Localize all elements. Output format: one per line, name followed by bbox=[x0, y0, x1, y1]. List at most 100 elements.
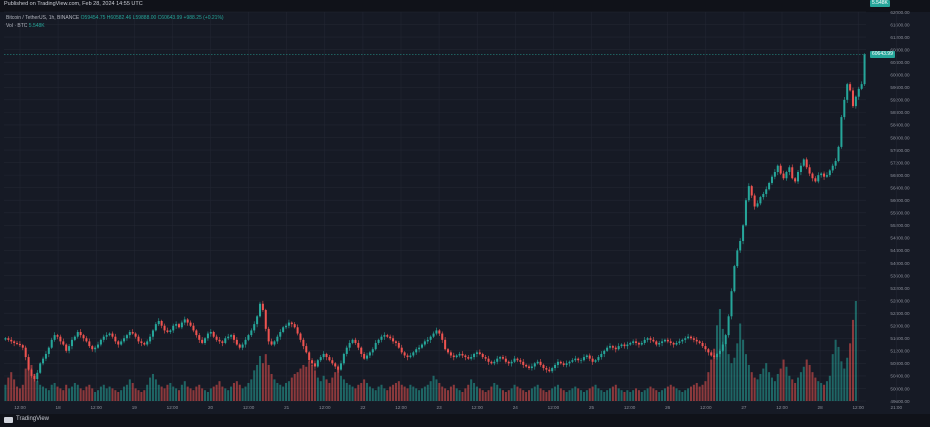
volume-bar bbox=[496, 384, 499, 401]
candle-body bbox=[247, 335, 250, 340]
volume-bar bbox=[580, 390, 583, 401]
candle-body bbox=[400, 347, 403, 353]
volume-bar bbox=[192, 390, 195, 401]
volume-bar bbox=[36, 381, 39, 401]
volume-bar bbox=[542, 390, 545, 401]
candle-body bbox=[316, 360, 319, 367]
volume-bar bbox=[721, 328, 724, 401]
candle-body bbox=[617, 346, 620, 350]
volume-bar bbox=[747, 364, 750, 401]
volume-bar bbox=[232, 382, 235, 401]
candle-body bbox=[418, 347, 421, 350]
candle-body bbox=[797, 171, 800, 182]
candle-body bbox=[117, 341, 120, 345]
candle-body bbox=[733, 266, 736, 292]
volume-bar bbox=[808, 364, 811, 401]
candle-body bbox=[582, 357, 585, 361]
volume-bar bbox=[539, 388, 542, 401]
volume-bar bbox=[672, 386, 675, 401]
volume-bar bbox=[533, 386, 536, 401]
volume-bar bbox=[16, 386, 19, 401]
candle-body bbox=[157, 321, 160, 325]
last-price-tag: 60643.99 bbox=[870, 51, 895, 59]
y-tick-label: 52000.00 bbox=[890, 324, 910, 329]
volume-bar bbox=[620, 390, 623, 401]
candle-body bbox=[206, 333, 209, 339]
y-tick-label: 50000.00 bbox=[890, 386, 910, 391]
volume-bar bbox=[120, 390, 123, 401]
y-tick-label: 56400.00 bbox=[890, 185, 910, 190]
candle-body bbox=[779, 165, 782, 174]
candle-body bbox=[10, 339, 13, 342]
volume-bar bbox=[519, 388, 522, 401]
volume-bar bbox=[490, 386, 493, 401]
candle-body bbox=[591, 358, 594, 362]
volume-bar bbox=[39, 384, 42, 401]
volume-bar bbox=[94, 391, 97, 401]
x-tick-label: 12:00 bbox=[243, 405, 255, 410]
volume-bar bbox=[646, 388, 649, 401]
candle-body bbox=[507, 361, 510, 364]
candle-body bbox=[603, 350, 606, 354]
volume-bar bbox=[629, 391, 632, 401]
volume-bar bbox=[854, 301, 857, 401]
volume-bar bbox=[724, 345, 727, 401]
candle-body bbox=[42, 358, 45, 364]
volume-bar bbox=[733, 357, 736, 401]
candle-body bbox=[172, 325, 175, 331]
candle-body bbox=[768, 182, 771, 190]
volume-bar bbox=[614, 384, 617, 401]
volume-bar bbox=[140, 391, 143, 401]
volume-bar bbox=[475, 386, 478, 401]
volume-bar bbox=[698, 386, 701, 401]
volume-bar bbox=[406, 388, 409, 401]
volume-bar bbox=[13, 379, 16, 401]
candle-body bbox=[499, 357, 502, 359]
candle-body bbox=[666, 339, 669, 342]
candle-body bbox=[290, 322, 293, 325]
candle-body bbox=[53, 335, 56, 340]
candle-body bbox=[444, 339, 447, 350]
candle-body bbox=[76, 331, 79, 337]
volume-bar bbox=[261, 363, 264, 401]
candle-body bbox=[522, 361, 525, 365]
volume-bar bbox=[461, 391, 464, 401]
volume-bar bbox=[215, 384, 218, 401]
candle-body bbox=[736, 250, 739, 267]
volume-bar bbox=[770, 377, 774, 401]
candle-body bbox=[235, 339, 238, 345]
candle-body bbox=[458, 353, 461, 356]
volume-bar bbox=[611, 386, 614, 401]
candle-body bbox=[525, 364, 528, 367]
candle-body bbox=[250, 330, 253, 336]
y-tick-label: 59200.00 bbox=[890, 98, 910, 103]
volume-bar bbox=[172, 386, 175, 401]
volume-bar bbox=[293, 373, 296, 401]
volume-bar bbox=[582, 391, 585, 401]
volume-bar bbox=[478, 388, 481, 401]
volume-bar bbox=[626, 390, 629, 401]
volume-bar bbox=[666, 386, 669, 401]
volume-bar bbox=[825, 381, 828, 401]
volume-bar bbox=[305, 366, 308, 401]
volume-bar bbox=[105, 388, 108, 401]
x-tick-label: 21 bbox=[284, 405, 290, 410]
candle-body bbox=[539, 361, 542, 365]
volume-bar bbox=[849, 343, 852, 401]
candle-body bbox=[230, 335, 233, 337]
volume-bar bbox=[655, 390, 658, 401]
candle-body bbox=[348, 342, 351, 348]
volume-bar bbox=[137, 390, 140, 401]
y-tick-label: 50400.00 bbox=[890, 374, 910, 379]
volume-bar bbox=[788, 375, 791, 401]
volume-bar bbox=[62, 390, 65, 401]
candle-body bbox=[461, 353, 464, 356]
candle-body bbox=[640, 342, 643, 345]
candle-body bbox=[435, 330, 438, 334]
volume-bar bbox=[96, 390, 100, 401]
candle-body bbox=[238, 344, 241, 348]
volume-bar bbox=[154, 379, 157, 401]
volume-bar bbox=[565, 391, 568, 401]
volume-bar bbox=[212, 386, 215, 401]
